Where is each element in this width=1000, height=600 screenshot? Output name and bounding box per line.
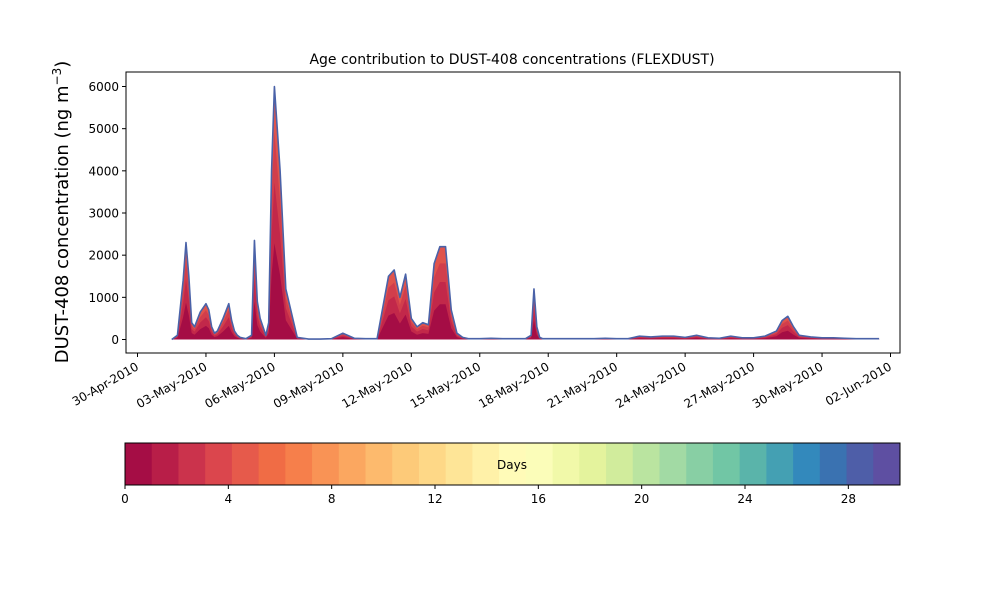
colorbar-tick-label: 28 xyxy=(841,492,856,506)
total-concentration-line xyxy=(171,85,880,341)
colorbar-segment xyxy=(579,443,607,485)
x-tick-label: 24-May-2010 xyxy=(613,359,688,411)
colorbar-segment xyxy=(819,443,848,485)
colorbar-segment xyxy=(846,443,874,485)
colorbar-segment xyxy=(285,443,313,485)
colorbar-segment xyxy=(606,443,634,485)
y-axis-label: DUST-408 concentration (ng m−3) xyxy=(50,61,73,364)
colorbar-tick-label: 12 xyxy=(427,492,442,506)
colorbar-segment xyxy=(178,443,206,485)
colorbar-tick-label: 20 xyxy=(634,492,649,506)
y-tick-label: 6000 xyxy=(88,80,119,94)
x-tick-label: 21-May-2010 xyxy=(545,359,620,411)
x-tick-label: 18-May-2010 xyxy=(476,359,551,411)
x-tick-label: 12-May-2010 xyxy=(339,359,414,411)
colorbar-segment xyxy=(258,443,286,485)
colorbar-frame xyxy=(124,442,901,486)
y-tick-label: 1000 xyxy=(88,291,119,305)
y-axis-label-sup: −3 xyxy=(50,68,64,86)
colorbar-segment xyxy=(873,443,901,485)
x-tick-label: 30-Apr-2010 xyxy=(70,359,141,408)
chart-title: Age contribution to DUST-408 concentrati… xyxy=(309,52,714,68)
colorbar-segment xyxy=(472,443,500,485)
y-tick-label: 0 xyxy=(111,333,119,347)
x-tick-label: 15-May-2010 xyxy=(408,359,483,411)
colorbar-segment xyxy=(793,443,821,485)
x-tick-label: 03-May-2010 xyxy=(134,359,209,411)
y-tick-label: 3000 xyxy=(88,207,119,221)
colorbar-segment xyxy=(312,443,340,485)
colorbar-segment xyxy=(445,443,473,485)
colorbar-segment xyxy=(205,443,233,485)
colorbar-segment xyxy=(418,443,447,485)
y-axis-label-main: DUST-408 concentration (ng m xyxy=(52,85,73,363)
colorbar-segment xyxy=(231,443,260,485)
colorbar-segment xyxy=(712,443,741,485)
colorbar-tick-label: 16 xyxy=(531,492,546,506)
y-axis-label-close: ) xyxy=(52,61,73,68)
y-tick-label: 5000 xyxy=(88,122,119,136)
colorbar: 0 4 8 12 16 20 24 28 xyxy=(121,442,901,506)
colorbar-tick-label: 4 xyxy=(225,492,233,506)
colorbar-label: Days xyxy=(497,458,527,472)
colorbar-segment xyxy=(499,443,527,485)
colorbar-segment xyxy=(739,443,767,485)
y-tick-label: 4000 xyxy=(88,164,119,178)
plot-area xyxy=(171,85,880,341)
x-tick-label: 06-May-2010 xyxy=(202,359,277,411)
colorbar-segment xyxy=(392,443,420,485)
colorbar-segment xyxy=(125,443,153,485)
x-tick-label: 30-May-2010 xyxy=(750,359,825,411)
colorbar-tick-label: 8 xyxy=(328,492,336,506)
colorbar-tick-label: 0 xyxy=(121,492,129,506)
colorbar-segment xyxy=(686,443,714,485)
colorbar-segment xyxy=(365,443,393,485)
colorbar-segment xyxy=(766,443,794,485)
x-tick-label: 09-May-2010 xyxy=(271,359,346,411)
colorbar-segment xyxy=(552,443,580,485)
x-tick-label: 02-Jun-2010 xyxy=(823,359,894,408)
y-tick-label: 2000 xyxy=(88,249,119,263)
colorbar-segment xyxy=(338,443,367,485)
colorbar-tick-label: 24 xyxy=(737,492,752,506)
colorbar-segment xyxy=(151,443,179,485)
colorbar-segment xyxy=(525,443,554,485)
axes-frame xyxy=(125,71,901,354)
axes: 0 1000 2000 3000 4000 5000 6000 30-Apr-201003-M… xyxy=(70,71,901,411)
x-tick-label: 27-May-2010 xyxy=(682,359,757,411)
colorbar-segment xyxy=(659,443,687,485)
colorbar-segment xyxy=(632,443,660,485)
